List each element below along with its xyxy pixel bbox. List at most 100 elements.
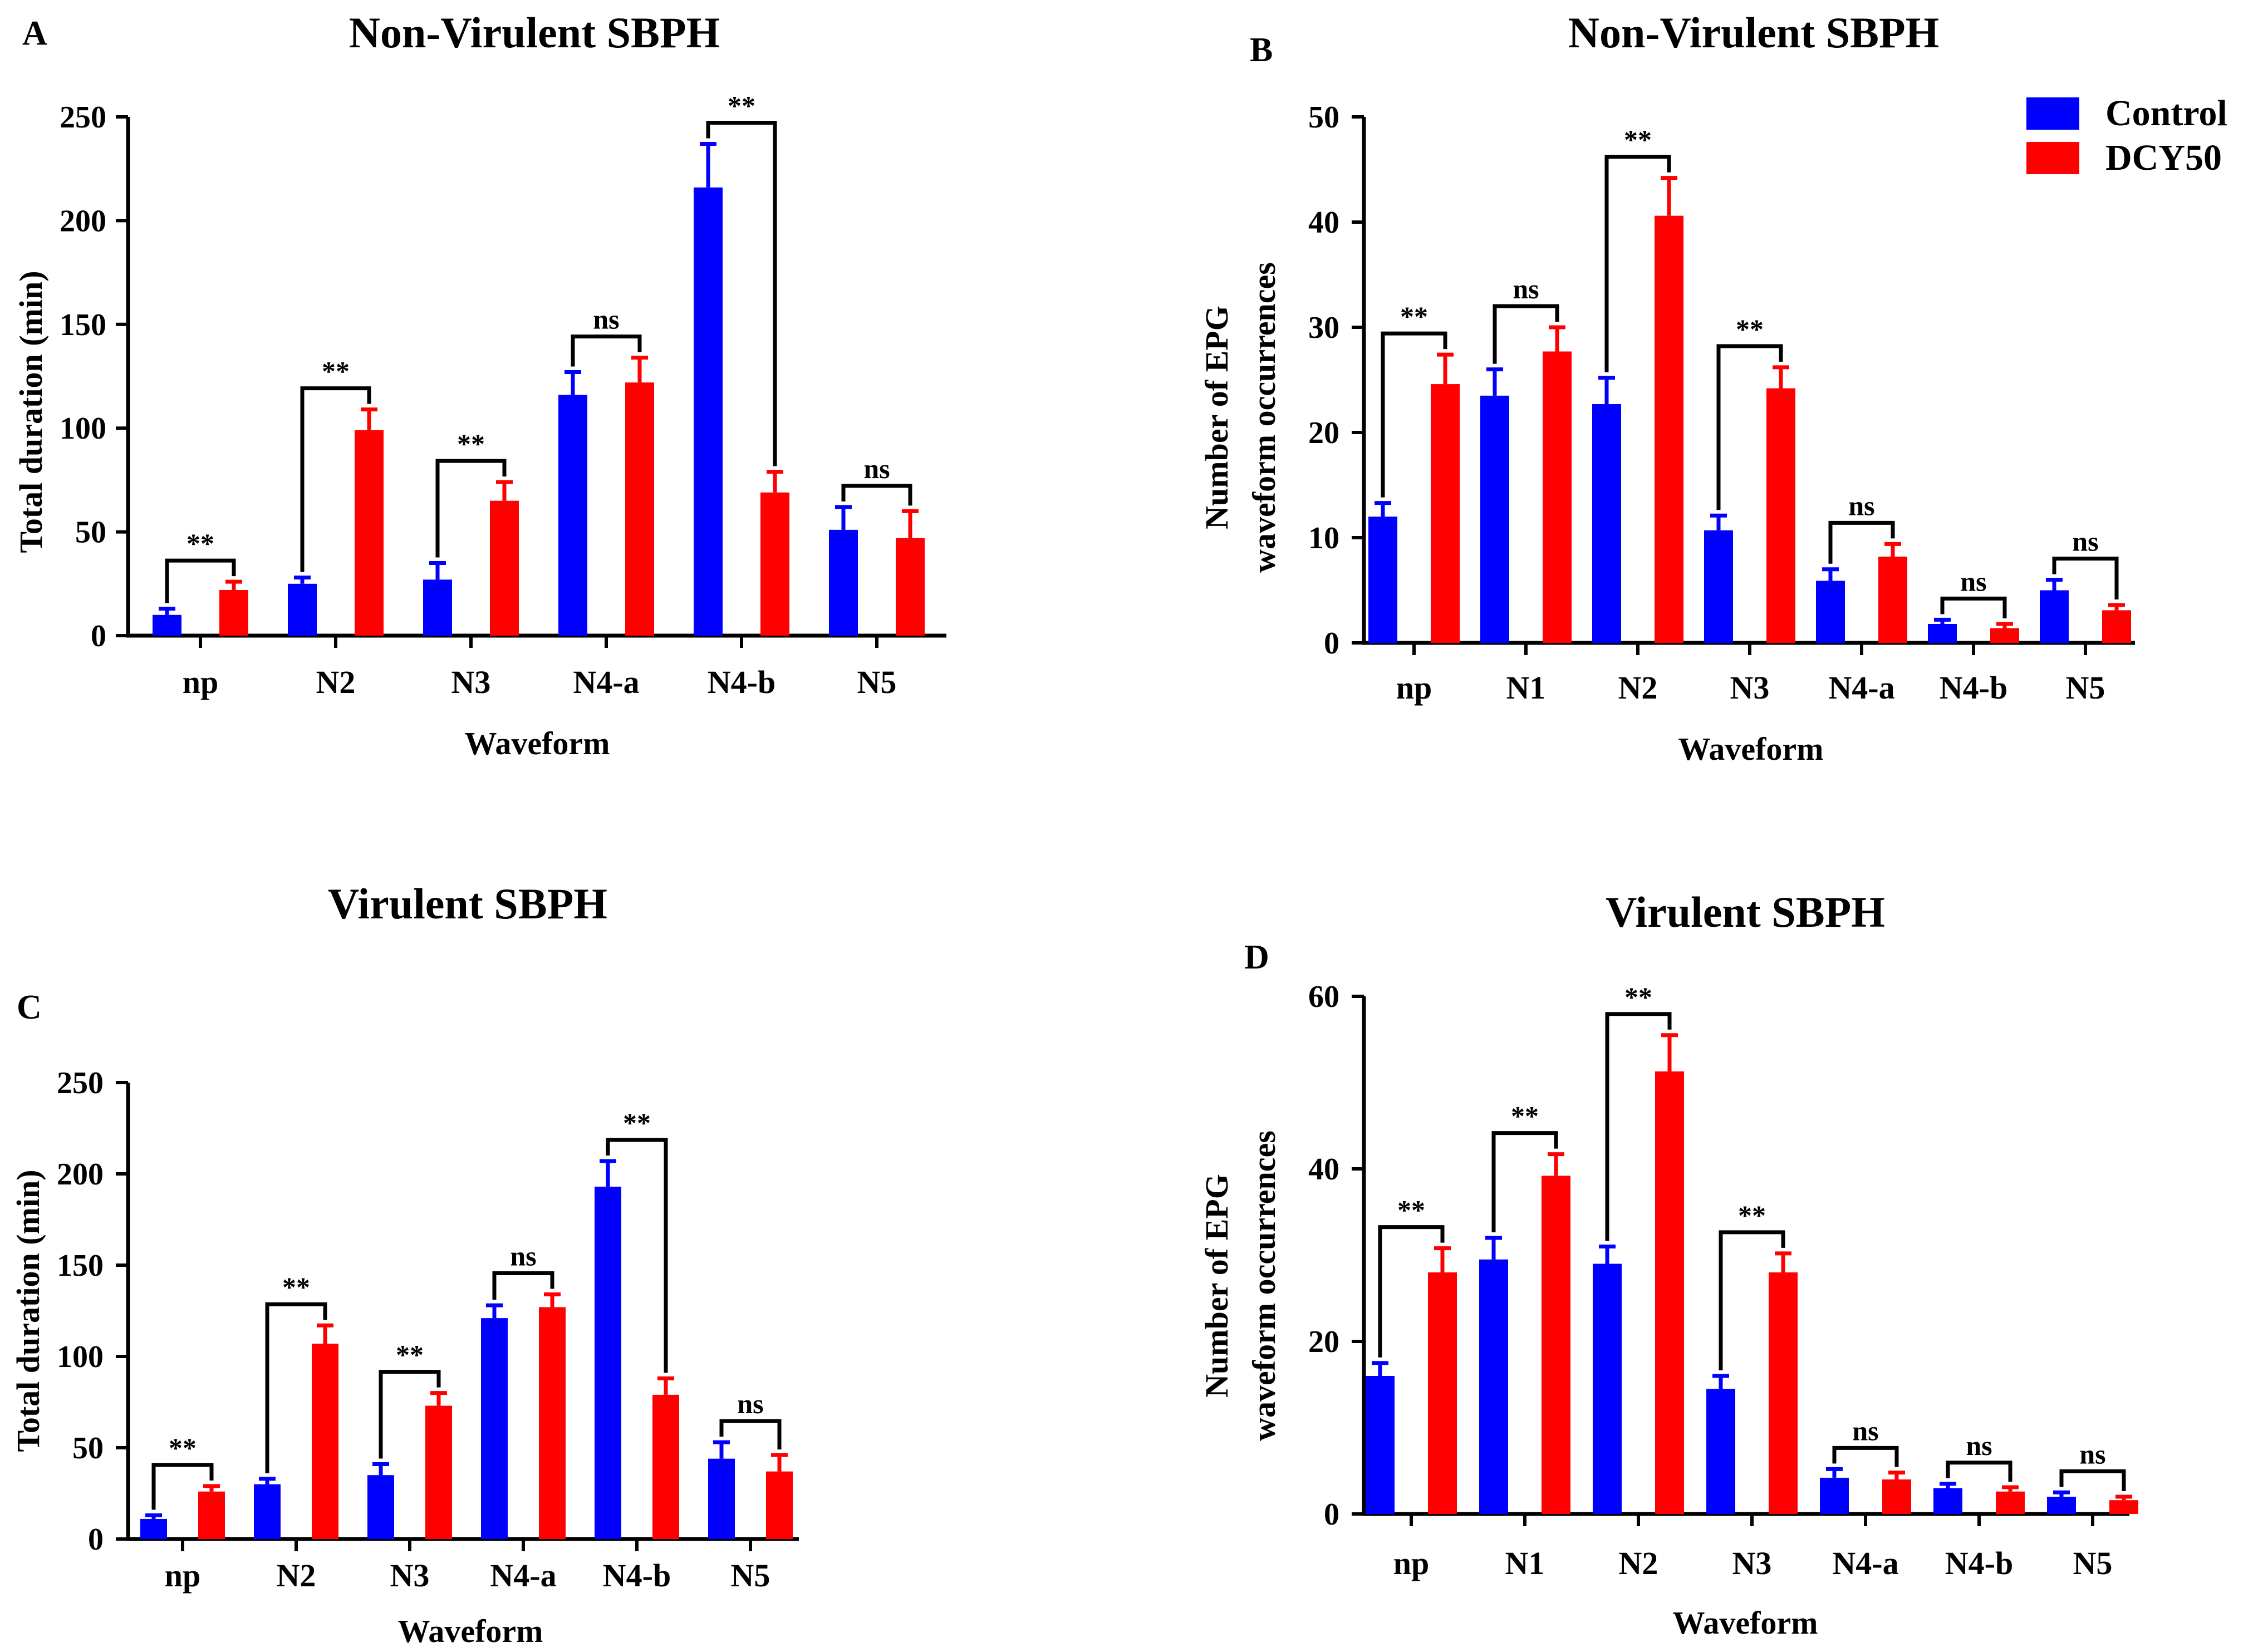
y-axis-label-line-2: waveform occurrences — [1246, 262, 1282, 573]
bar-dcy50 — [1769, 1272, 1798, 1514]
x-tick-label: N4-a — [1832, 1545, 1898, 1581]
significance-bracket — [1716, 344, 1783, 510]
bar-control — [1479, 1259, 1508, 1514]
bar-dcy50 — [896, 538, 925, 636]
bar-dcy50 — [1542, 1176, 1570, 1514]
bar-dcy50 — [1996, 1491, 2025, 1514]
y-tick-label: 30 — [1308, 311, 1339, 345]
y-tick-label: 150 — [60, 308, 106, 342]
legend-swatch-dcy50 — [2026, 142, 2079, 174]
y-tick-label: 50 — [72, 1431, 104, 1466]
x-tick-label: N4-b — [1940, 670, 2007, 706]
y-tick-label: 150 — [57, 1248, 104, 1283]
y-tick-label: 40 — [1308, 1152, 1339, 1187]
significance-label: ** — [1736, 313, 1764, 345]
x-tick-label: N4-a — [490, 1557, 556, 1594]
x-tick-label: N5 — [2073, 1545, 2113, 1581]
bar-control — [1706, 1389, 1735, 1514]
legend-swatch-control — [2026, 97, 2079, 130]
y-tick-label: 200 — [57, 1157, 104, 1192]
significance-label: ** — [1400, 301, 1428, 332]
significance-label: ** — [1624, 124, 1652, 155]
bar-control — [1593, 1263, 1622, 1514]
bar-dcy50 — [1655, 1071, 1684, 1514]
x-tick-label: np — [1393, 1545, 1430, 1581]
significance-bracket — [300, 386, 371, 572]
significance-label: ** — [282, 1271, 310, 1302]
significance-bracket — [1493, 304, 1559, 364]
significance-bracket — [165, 558, 236, 603]
bar-control — [1704, 530, 1733, 643]
significance-label: ns — [1966, 1430, 1992, 1461]
plot-area: 0 50 100 150 200 250 np ** N2 ** N3 ** N4-a ns N4-b ** N… — [60, 90, 946, 700]
significance-label: ns — [593, 303, 619, 335]
y-tick-label: 0 — [88, 1522, 104, 1557]
significance-label: ** — [396, 1339, 424, 1370]
bar-dcy50 — [2109, 1500, 2138, 1514]
y-axis-label-line-1: Number of EPG — [1199, 1174, 1235, 1398]
bar-control — [595, 1186, 621, 1539]
legend-label-dcy50: DCY50 — [2105, 137, 2222, 178]
bar-control — [1592, 404, 1621, 643]
bar-dcy50 — [539, 1307, 566, 1539]
y-tick-label: 200 — [60, 204, 106, 238]
significance-bracket — [435, 459, 507, 558]
y-tick-label: 0 — [1324, 1497, 1339, 1532]
panel-c-chart: C Virulent SBPH Waveform Total duration … — [10, 879, 799, 1649]
panel-d-chart: D Virulent SBPH Waveform Number of EPG w… — [1199, 888, 2138, 1641]
panel-letter-c: C — [17, 989, 42, 1026]
significance-bracket — [1832, 1446, 1899, 1467]
chart-title: Virulent SBPH — [328, 879, 607, 928]
chart-title: Non-Virulent SBPH — [349, 8, 720, 57]
x-tick-label: N5 — [857, 664, 897, 700]
y-tick-label: 20 — [1308, 416, 1339, 450]
bar-control — [1368, 517, 1397, 643]
x-tick-label: np — [183, 664, 219, 700]
x-tick-label: N2 — [277, 1557, 316, 1594]
bar-dcy50 — [425, 1405, 452, 1539]
significance-label: ns — [1960, 566, 1986, 597]
x-tick-label: N2 — [1618, 670, 1658, 706]
significance-bracket — [2052, 557, 2119, 599]
bar-dcy50 — [1543, 351, 1572, 643]
significance-label: ** — [728, 90, 755, 121]
x-tick-label: N5 — [2066, 670, 2105, 706]
y-tick-label: 50 — [75, 515, 106, 550]
significance-bracket — [1604, 155, 1671, 372]
bar-control — [423, 579, 452, 636]
bar-dcy50 — [1990, 628, 2019, 643]
significance-label: ** — [1397, 1194, 1425, 1226]
bar-control — [367, 1475, 394, 1539]
significance-bracket — [1605, 1012, 1672, 1241]
x-tick-label: N3 — [451, 664, 491, 700]
x-tick-label: N3 — [390, 1557, 430, 1594]
significance-label: ns — [510, 1240, 536, 1271]
legend-label-control: Control — [2105, 93, 2227, 134]
panel-a-chart: A Non-Virulent SBPH Waveform Total durat… — [13, 8, 946, 761]
significance-bracket — [606, 1138, 668, 1373]
bar-control — [1480, 395, 1509, 643]
significance-bracket — [1828, 520, 1895, 564]
y-tick-label: 250 — [57, 1066, 104, 1100]
x-tick-label: N2 — [316, 664, 356, 700]
bar-dcy50 — [760, 492, 789, 636]
bar-control — [1933, 1488, 1962, 1514]
bar-dcy50 — [490, 500, 519, 636]
bar-control — [1928, 623, 1957, 643]
bar-control — [1366, 1376, 1395, 1514]
y-tick-label: 250 — [60, 100, 106, 135]
significance-label: ns — [1513, 273, 1539, 304]
x-axis-label: Waveform — [465, 725, 610, 761]
plot-area: 0 20 40 60 np ** N1 ** N2 ** N3 ** N4-a ns N4-b ns N5 ns — [1308, 980, 2138, 1581]
significance-bracket — [265, 1302, 327, 1473]
significance-label: ** — [169, 1432, 197, 1463]
significance-label: ns — [737, 1388, 763, 1419]
bar-control — [694, 187, 723, 636]
significance-label: ** — [457, 428, 485, 459]
x-tick-label: N4-b — [708, 664, 775, 700]
panel-letter-d: D — [1244, 938, 1269, 976]
bar-control — [254, 1484, 281, 1539]
bar-dcy50 — [2102, 610, 2131, 643]
bar-control — [558, 395, 587, 636]
y-tick-label: 0 — [91, 619, 106, 653]
